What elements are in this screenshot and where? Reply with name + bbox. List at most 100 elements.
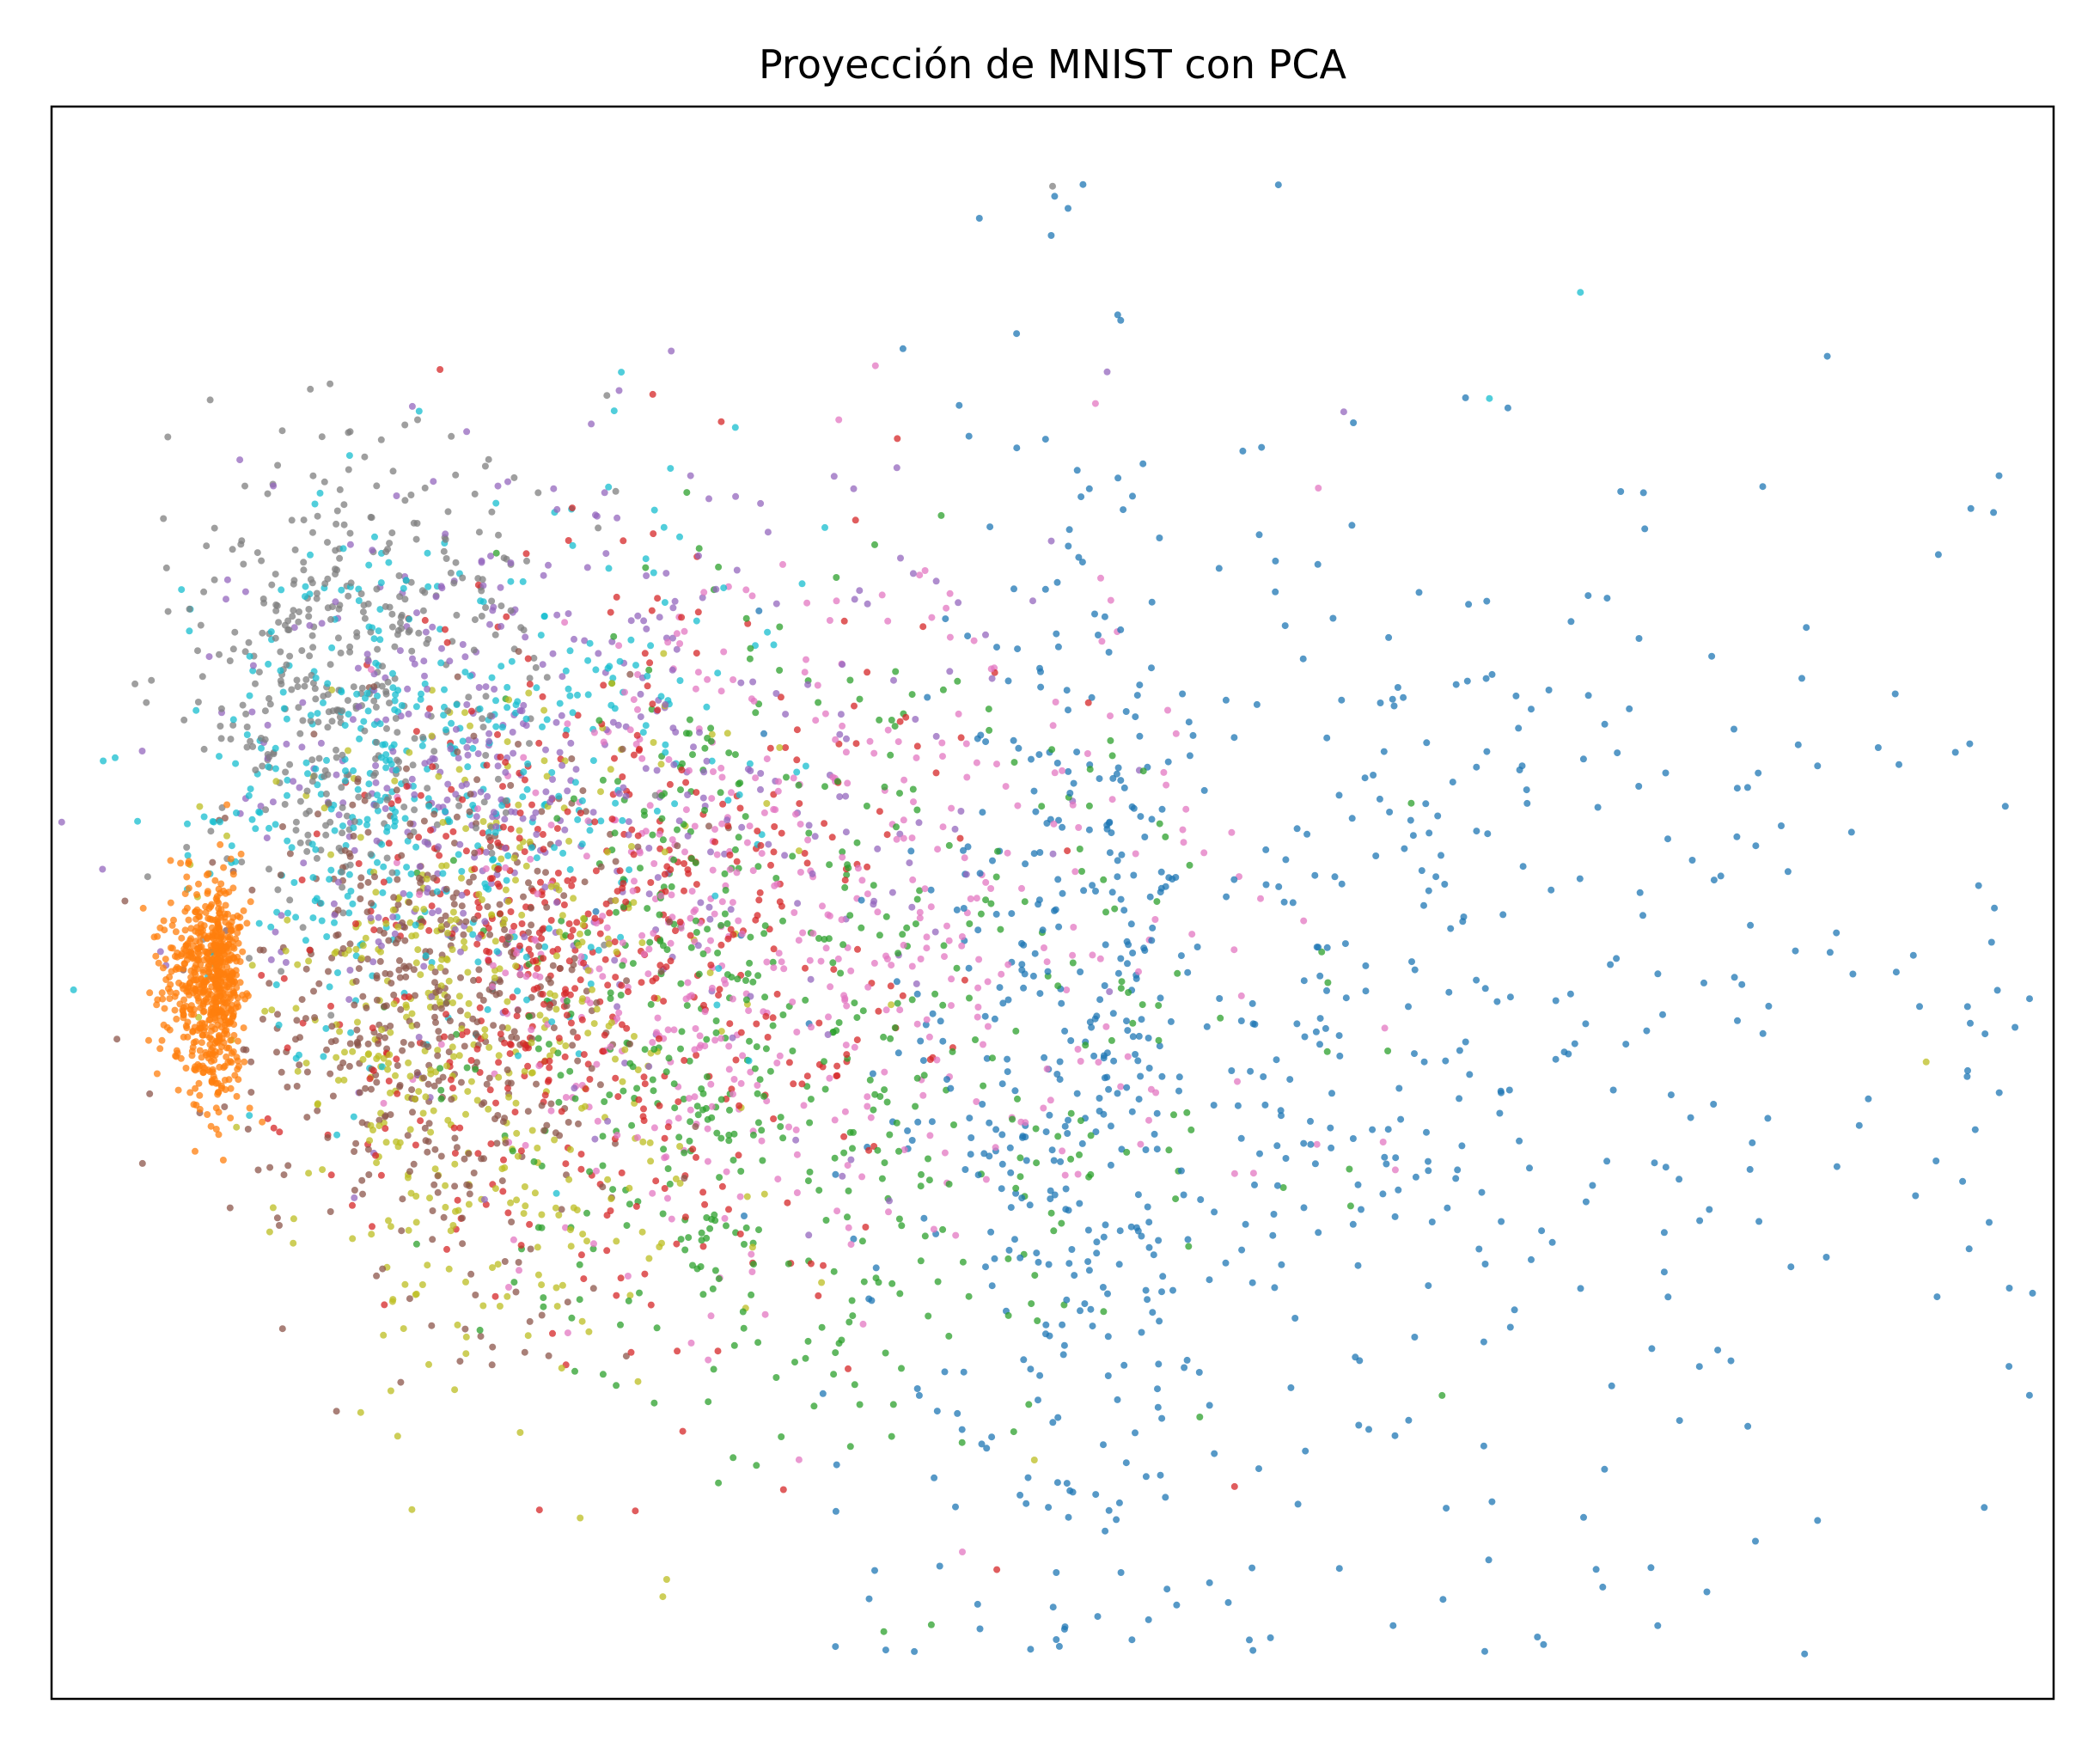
scatter-point (850, 485, 858, 492)
scatter-point (1466, 1071, 1474, 1078)
scatter-point (863, 803, 870, 809)
scatter-point (980, 1082, 987, 1090)
scatter-point (345, 1062, 353, 1070)
scatter-point (290, 607, 297, 614)
scatter-point (693, 929, 700, 936)
scatter-point (641, 1080, 649, 1088)
scatter-point (842, 1041, 850, 1049)
scatter-point (1059, 767, 1066, 774)
scatter-point (1109, 1010, 1117, 1017)
scatter-point (449, 857, 457, 864)
scatter-point (413, 1069, 421, 1077)
scatter-point (685, 1095, 693, 1103)
scatter-point (893, 464, 900, 472)
scatter-point (197, 621, 205, 629)
scatter-point (412, 1141, 419, 1149)
scatter-point (138, 1159, 146, 1167)
scatter-point (779, 917, 786, 925)
scatter-point (1444, 1204, 1451, 1212)
scatter-point (1148, 664, 1155, 672)
scatter-point (504, 738, 511, 746)
scatter-point (642, 555, 650, 563)
scatter-point (483, 761, 491, 769)
scatter-point (747, 644, 754, 652)
scatter-point (410, 1160, 418, 1168)
scatter-point (1315, 485, 1322, 492)
scatter-point (302, 583, 309, 590)
scatter-point (308, 840, 316, 848)
scatter-point (717, 418, 725, 425)
scatter-point (516, 942, 523, 950)
scatter-point (339, 944, 347, 952)
scatter-point (583, 987, 590, 995)
scatter-point (1438, 1391, 1446, 1399)
scatter-point (893, 978, 900, 986)
scatter-point (473, 940, 481, 948)
scatter-point (904, 1127, 912, 1134)
scatter-point (1029, 972, 1037, 980)
scatter-point (284, 1162, 292, 1170)
scatter-point (461, 669, 469, 676)
scatter-point (396, 956, 403, 964)
scatter-point (965, 432, 973, 440)
scatter-point (1053, 630, 1060, 638)
scatter-point (614, 1132, 621, 1139)
scatter-point (248, 708, 256, 716)
scatter-point (638, 932, 646, 939)
scatter-point (264, 1115, 272, 1122)
scatter-point (500, 1156, 507, 1164)
scatter-point (1710, 1101, 1718, 1108)
scatter-point (1826, 949, 1834, 956)
scatter-point (1291, 1315, 1299, 1322)
scatter-point (511, 809, 519, 816)
scatter-point (749, 978, 757, 986)
scatter-point (138, 748, 146, 754)
scatter-point (1576, 875, 1584, 883)
scatter-point (841, 883, 849, 891)
scatter-point (753, 1462, 760, 1469)
scatter-point (1141, 947, 1149, 954)
scatter-point (361, 453, 369, 461)
scatter-point (1528, 1255, 1535, 1263)
scatter-point (931, 1474, 938, 1481)
scatter-point (517, 1242, 525, 1249)
scatter-point (604, 1176, 612, 1183)
scatter-point (630, 899, 638, 907)
scatter-point (305, 957, 313, 965)
scatter-point (832, 1349, 839, 1357)
scatter-point (954, 677, 961, 685)
scatter-point (1270, 1211, 1278, 1218)
scatter-point (671, 597, 679, 605)
scatter-point (344, 697, 351, 705)
scatter-point (398, 852, 406, 859)
scatter-point (1548, 886, 1555, 894)
scatter-point (466, 925, 473, 933)
scatter-point (394, 935, 402, 943)
scatter-point (760, 1190, 768, 1198)
scatter-point (1135, 1032, 1143, 1040)
scatter-point (363, 689, 371, 697)
scatter-point (581, 1103, 589, 1110)
scatter-point (793, 1151, 801, 1158)
scatter-point (229, 645, 237, 653)
scatter-point (451, 1160, 459, 1168)
scatter-point (826, 617, 833, 624)
scatter-point (1047, 1096, 1054, 1104)
scatter-point (386, 756, 394, 764)
scatter-point (240, 1046, 247, 1054)
scatter-point (451, 1182, 459, 1190)
scatter-point (1443, 1505, 1450, 1512)
scatter-point (626, 866, 633, 874)
scatter-point (246, 652, 253, 660)
scatter-point (454, 673, 461, 681)
scatter-point (664, 1194, 671, 1202)
scatter-point (389, 913, 397, 921)
scatter-point (593, 1060, 601, 1068)
scatter-point (1963, 1072, 1971, 1080)
scatter-point (730, 1090, 736, 1098)
scatter-point (726, 1106, 733, 1114)
scatter-point (410, 519, 418, 527)
scatter-point (340, 1076, 348, 1084)
scatter-point (839, 848, 846, 856)
scatter-point (720, 648, 728, 656)
